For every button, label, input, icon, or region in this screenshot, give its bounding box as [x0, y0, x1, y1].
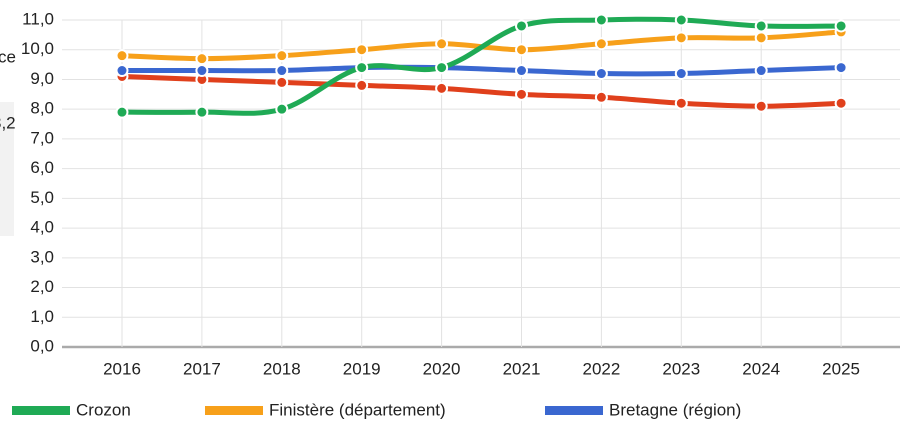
data-point [674, 13, 688, 27]
legend-label: Crozon [76, 400, 131, 419]
legend-swatch [12, 406, 70, 415]
data-point [195, 52, 209, 66]
legend-label: Finistère (département) [269, 400, 446, 419]
data-point [515, 43, 528, 57]
y-tick-label: 7,0 [30, 128, 54, 147]
series-line [121, 16, 842, 116]
data-point [594, 67, 608, 81]
data-point [355, 78, 369, 92]
data-point [115, 105, 129, 119]
side-panel [0, 102, 14, 236]
y-tick-label: 4,0 [30, 218, 54, 237]
y-tick-label: 0,0 [30, 336, 54, 355]
series-line [121, 73, 842, 109]
x-tick-label: 2020 [423, 359, 461, 378]
data-point [275, 102, 289, 116]
data-point [515, 64, 528, 78]
data-point [754, 31, 768, 45]
data-point [674, 31, 688, 45]
overlay-text: 3,2 [0, 113, 16, 132]
data-point [515, 19, 528, 33]
data-point [594, 37, 608, 51]
data-point [754, 64, 768, 78]
x-tick-label: 2023 [662, 359, 700, 378]
y-tick-label: 11,0 [22, 9, 54, 28]
data-point [674, 96, 688, 110]
data-point [435, 81, 449, 95]
data-point [435, 61, 449, 75]
data-point [355, 43, 369, 57]
data-point [275, 64, 289, 78]
x-tick-label: 2022 [582, 359, 620, 378]
data-point [195, 105, 209, 119]
y-tick-label: 3,0 [30, 247, 54, 266]
x-tick-label: 2018 [263, 359, 301, 378]
data-point [355, 61, 369, 75]
data-point [115, 64, 129, 78]
x-tick-label: 2017 [183, 359, 221, 378]
x-tick-label: 2025 [822, 359, 860, 378]
legend-swatch [545, 406, 603, 415]
x-tick-label: 2016 [103, 359, 141, 378]
data-point [754, 99, 768, 113]
data-point [275, 75, 289, 89]
data-point [435, 37, 449, 51]
legend-swatch [205, 406, 263, 415]
y-tick-label: 10,0 [21, 39, 54, 58]
x-tick-label: 2021 [503, 359, 541, 378]
x-tick-label: 2019 [343, 359, 381, 378]
data-point [834, 19, 848, 33]
data-point [754, 19, 768, 33]
data-point [515, 87, 528, 101]
y-tick-label: 8,0 [30, 99, 54, 118]
data-point [594, 13, 608, 27]
data-point [115, 49, 129, 63]
data-point [674, 67, 688, 81]
y-tick-label: 6,0 [30, 158, 54, 177]
y-tick-label: 1,0 [30, 307, 54, 326]
overlay-text: ce [0, 47, 16, 66]
y-tick-label: 9,0 [30, 69, 54, 88]
x-tick-label: 2024 [742, 359, 780, 378]
data-point [275, 49, 289, 63]
data-point [195, 64, 209, 78]
data-point [594, 90, 608, 104]
y-tick-label: 2,0 [30, 277, 54, 296]
legend-label: Bretagne (région) [609, 400, 741, 419]
data-point [834, 96, 848, 110]
data-point [834, 61, 848, 75]
series-line [122, 64, 842, 77]
y-tick-label: 5,0 [30, 188, 54, 207]
